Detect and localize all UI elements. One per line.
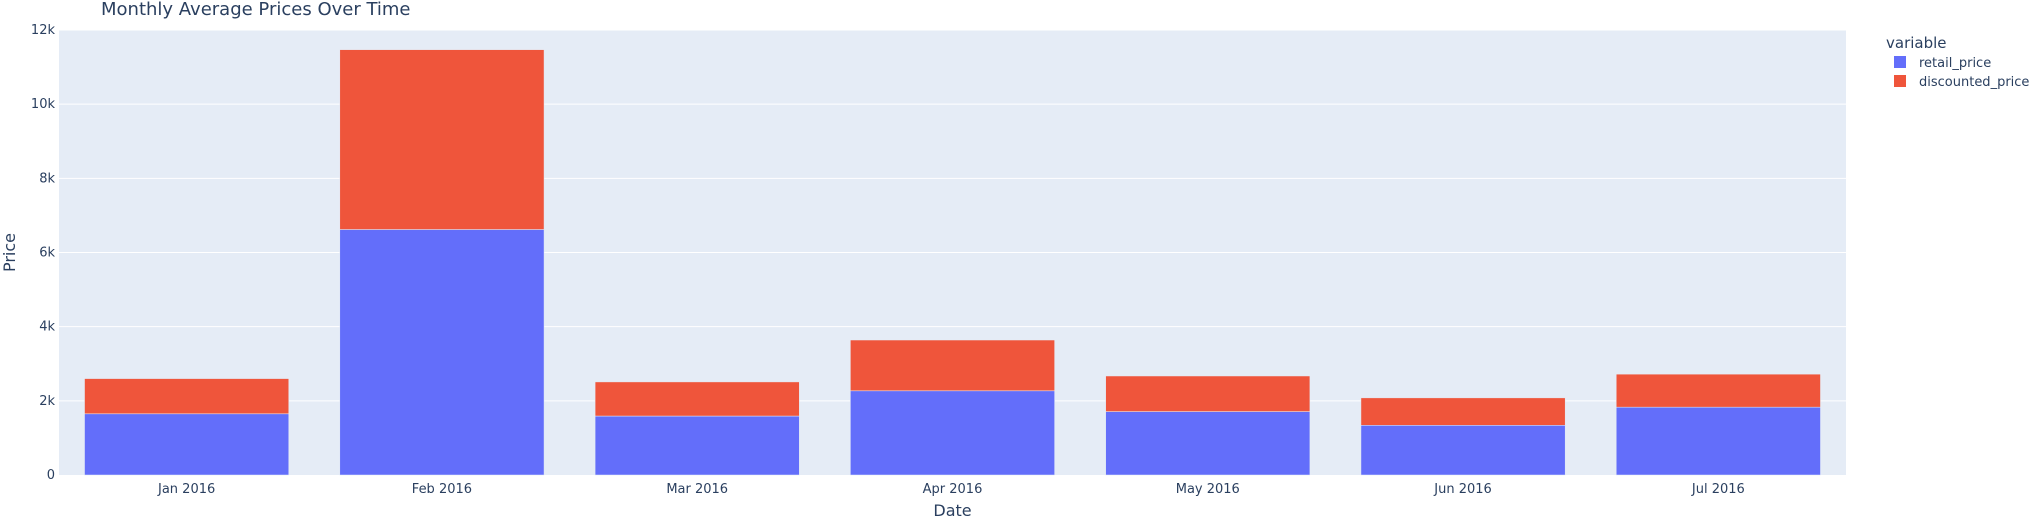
- bar-retail-price[interactable]: [84, 413, 290, 476]
- legend-swatch[interactable]: [1894, 56, 1906, 68]
- legend-swatch[interactable]: [1894, 75, 1906, 87]
- bars: [84, 49, 1821, 476]
- x-tick-label: Jan 2016: [157, 482, 215, 497]
- x-tick-label: Mar 2016: [666, 482, 728, 497]
- x-tick-label: Apr 2016: [923, 482, 983, 497]
- bar-discounted-price[interactable]: [339, 49, 545, 230]
- x-axis-ticks: Jan 2016 Feb 2016 Mar 2016 Apr 2016 May 2016…: [157, 482, 1745, 497]
- bar-discounted-price[interactable]: [1360, 397, 1566, 426]
- y-tick-label: 12k: [31, 23, 56, 38]
- y-tick-label: 0: [47, 468, 55, 483]
- bar-discounted-price[interactable]: [594, 381, 800, 417]
- y-axis-title: Price: [0, 233, 19, 272]
- bar-discounted-price[interactable]: [1105, 375, 1311, 412]
- y-tick-label: 4k: [39, 320, 55, 335]
- y-tick-label: 8k: [39, 171, 55, 186]
- y-tick-label: 10k: [31, 97, 56, 112]
- x-tick-label: May 2016: [1176, 482, 1240, 497]
- legend-label[interactable]: retail_price: [1919, 56, 1991, 71]
- y-axis-ticks: 0 2k 4k 6k 8k 10k 12k: [31, 23, 56, 483]
- bar-discounted-price[interactable]: [84, 378, 290, 415]
- y-tick-label: 6k: [39, 246, 55, 261]
- legend-title: variable: [1886, 34, 1947, 52]
- bar-discounted-price[interactable]: [1615, 373, 1821, 408]
- x-tick-label: Feb 2016: [412, 482, 472, 497]
- bar-retail-price[interactable]: [1615, 406, 1821, 476]
- legend-label[interactable]: discounted_price: [1919, 75, 2029, 90]
- bar-retail-price[interactable]: [339, 229, 545, 476]
- bar-retail-price[interactable]: [850, 390, 1055, 476]
- bar-retail-price[interactable]: [1360, 425, 1566, 476]
- x-axis-title: Date: [933, 501, 971, 520]
- bar-retail-price[interactable]: [594, 415, 800, 476]
- legend[interactable]: variable retail_price discounted_price: [1886, 34, 2029, 90]
- x-tick-label: Jun 2016: [1433, 482, 1492, 497]
- bar-retail-price[interactable]: [1105, 411, 1311, 476]
- y-tick-label: 2k: [39, 394, 55, 409]
- x-tick-label: Jul 2016: [1691, 482, 1745, 497]
- chart-title: Monthly Average Prices Over Time: [101, 0, 411, 20]
- bar-discounted-price[interactable]: [850, 339, 1055, 392]
